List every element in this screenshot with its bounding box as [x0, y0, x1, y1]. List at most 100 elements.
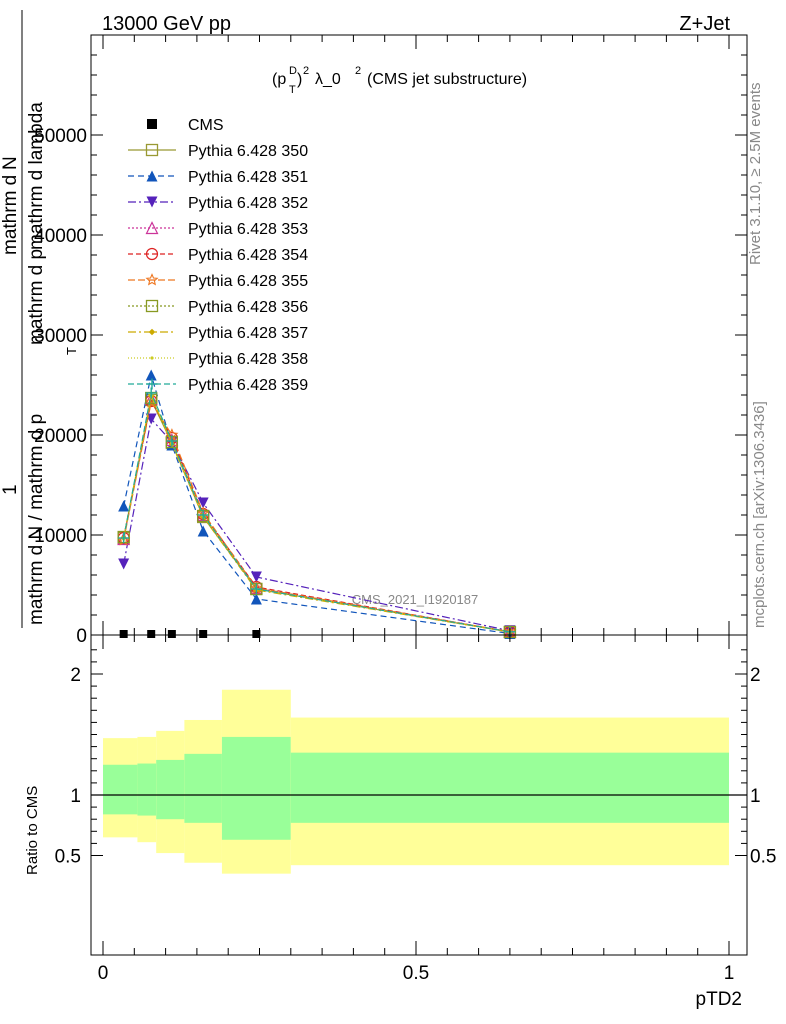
legend-label-8: Pythia 6.428 358: [188, 351, 308, 368]
ratio-ytick-label-r-0: 0.5: [750, 847, 776, 868]
header-left: 13000 GeV pp: [102, 13, 231, 35]
plot-title-lambda: λ_0: [315, 71, 341, 88]
legend-marker-7: [148, 328, 156, 336]
cms-data: [119, 630, 261, 638]
series-1-point-0: [118, 500, 130, 512]
legend-label-0: Pythia 6.428 350: [188, 143, 308, 160]
series-line-1: [123, 374, 510, 635]
legend-label-1: Pythia 6.428 351: [188, 169, 308, 186]
legend-marker-cms: [147, 119, 157, 129]
plot-title-base: (p: [272, 71, 286, 88]
main-ytick-label-0: 0: [76, 626, 87, 647]
legend-marker-0: [145, 143, 159, 157]
x-axis-label: pTD2: [696, 989, 742, 1010]
xtick-label-2: 1: [724, 963, 735, 984]
ratio-band-green-5: [290, 752, 729, 823]
series-2-point-4: [250, 571, 262, 583]
plot-title-sup-d: D: [289, 65, 297, 77]
ratio-band-green-2: [156, 759, 185, 820]
y-label-den2b: mathrm d lambda: [26, 102, 47, 250]
main-ytick-label-5: 50000: [34, 126, 87, 147]
rivet-label: Rivet 3.1.10, ≥ 2.5M events: [747, 83, 764, 266]
ratio-band-green-4: [221, 736, 291, 840]
legend-entry-cms: CMS: [147, 117, 224, 134]
ratio-ytick-label-r-1: 1: [750, 786, 761, 807]
main-ytick-label-3: 30000: [34, 326, 87, 347]
mcplots-label: mcplots.cern.ch [arXiv:1306.3436]: [751, 401, 768, 628]
main-ytick-label-2: 20000: [34, 426, 87, 447]
plot-title-paren: ): [297, 71, 302, 88]
series-9-point-0: [118, 532, 130, 544]
y-label-num2: mathrm d: [0, 175, 21, 255]
header-right: Z+Jet: [679, 13, 730, 35]
legend-entry-3: Pythia 6.428 353: [128, 221, 308, 238]
cms-point-4: [252, 630, 261, 638]
legend-label-6: Pythia 6.428 356: [188, 299, 308, 316]
y-label-fraction: mathrm d N / mathrm d p: [26, 414, 47, 625]
series-9-point-4: [250, 583, 262, 595]
series-3-point-0: [117, 532, 131, 546]
legend-entry-8: Pythia 6.428 358: [128, 351, 308, 368]
series-2-point-0: [118, 558, 130, 570]
series-line-9: [123, 390, 510, 633]
main-series: [117, 369, 517, 639]
series-9-point-2: [166, 435, 178, 447]
y-label-num2b: N: [0, 156, 21, 170]
legend-entry-4: Pythia 6.428 354: [128, 247, 308, 264]
legend: CMS Pythia 6.428 350 Pythia 6.428 351 Pythi…: [128, 117, 308, 394]
ratio-band-green-1: [137, 763, 157, 816]
legend-marker-8: [150, 356, 154, 360]
series-line-5: [123, 400, 511, 633]
cms-point-0: [119, 630, 128, 638]
legend-label-2: Pythia 6.428 352: [188, 195, 308, 212]
xtick-label-0: 0: [98, 963, 109, 984]
cms-point-1: [147, 630, 156, 638]
legend-entry-6: Pythia 6.428 356: [128, 299, 308, 316]
y-label-den2: mathrm d p: [26, 249, 47, 345]
series-line-7: [123, 393, 510, 633]
main-ytick-label-1: 10000: [34, 526, 87, 547]
legend-entry-5: Pythia 6.428 355: [128, 273, 308, 290]
legend-label-5: Pythia 6.428 355: [188, 273, 308, 290]
main-y-axis-label: mathrm d N / mathrm d p T 1 mathrm d N m…: [0, 10, 79, 628]
legend-marker-5: [145, 273, 159, 286]
series-5-point-1: [144, 395, 158, 408]
legend-marker-2: [146, 196, 158, 208]
ratio-ytick-label-2: 2: [70, 665, 81, 686]
plot-title-tail: (CMS jet substructure): [367, 71, 527, 88]
legend-label-7: Pythia 6.428 357: [188, 325, 308, 342]
legend-label-4: Pythia 6.428 354: [188, 247, 308, 264]
ratio-ytick-label-r-2: 2: [750, 665, 761, 686]
series-1-point-1: [145, 369, 157, 381]
ratio-bands: [91, 689, 747, 874]
cms-point-2: [167, 630, 176, 638]
xtick-label-1: 0.5: [403, 963, 429, 984]
legend-entry-0: Pythia 6.428 350: [128, 143, 308, 160]
main-ytick-label-4: 40000: [34, 226, 87, 247]
series-1-point-4: [250, 593, 262, 605]
ratio-band-green-0: [103, 764, 138, 815]
series-1-point-3: [197, 525, 209, 537]
series-line-4: [123, 399, 511, 633]
plot-title-sup-2b: 2: [355, 65, 361, 77]
analysis-watermark: CMS_2021_I1920187: [352, 592, 479, 607]
plot-title-sub-t: T: [289, 84, 296, 96]
legend-entry-9: Pythia 6.428 359: [128, 377, 308, 394]
plot-title-sup-2a: 2: [303, 65, 309, 77]
legend-marker-6: [145, 299, 159, 313]
legend-entry-1: Pythia 6.428 351: [128, 169, 308, 186]
ratio-ytick-label-1: 1: [70, 786, 81, 807]
legend-label-3: Pythia 6.428 353: [188, 221, 308, 238]
axes: 0 10000 20000 30000 40000 50000 0.5 0.5 1 1 2 2 0 0.5…: [34, 34, 776, 984]
series-2-point-3: [197, 497, 209, 509]
ratio-axis-label: Ratio to CMS: [24, 786, 41, 875]
ratio-band-green-3: [184, 753, 222, 823]
series-9-point-3: [197, 509, 209, 521]
plot-title: (p D T ) 2 λ_0 2 (CMS jet substructure): [272, 65, 527, 96]
legend-label-cms: CMS: [188, 117, 224, 134]
legend-marker-4: [145, 247, 159, 261]
legend-label-9: Pythia 6.428 359: [188, 377, 308, 394]
series-9-point-1: [145, 387, 157, 399]
legend-marker-9: [146, 378, 158, 390]
